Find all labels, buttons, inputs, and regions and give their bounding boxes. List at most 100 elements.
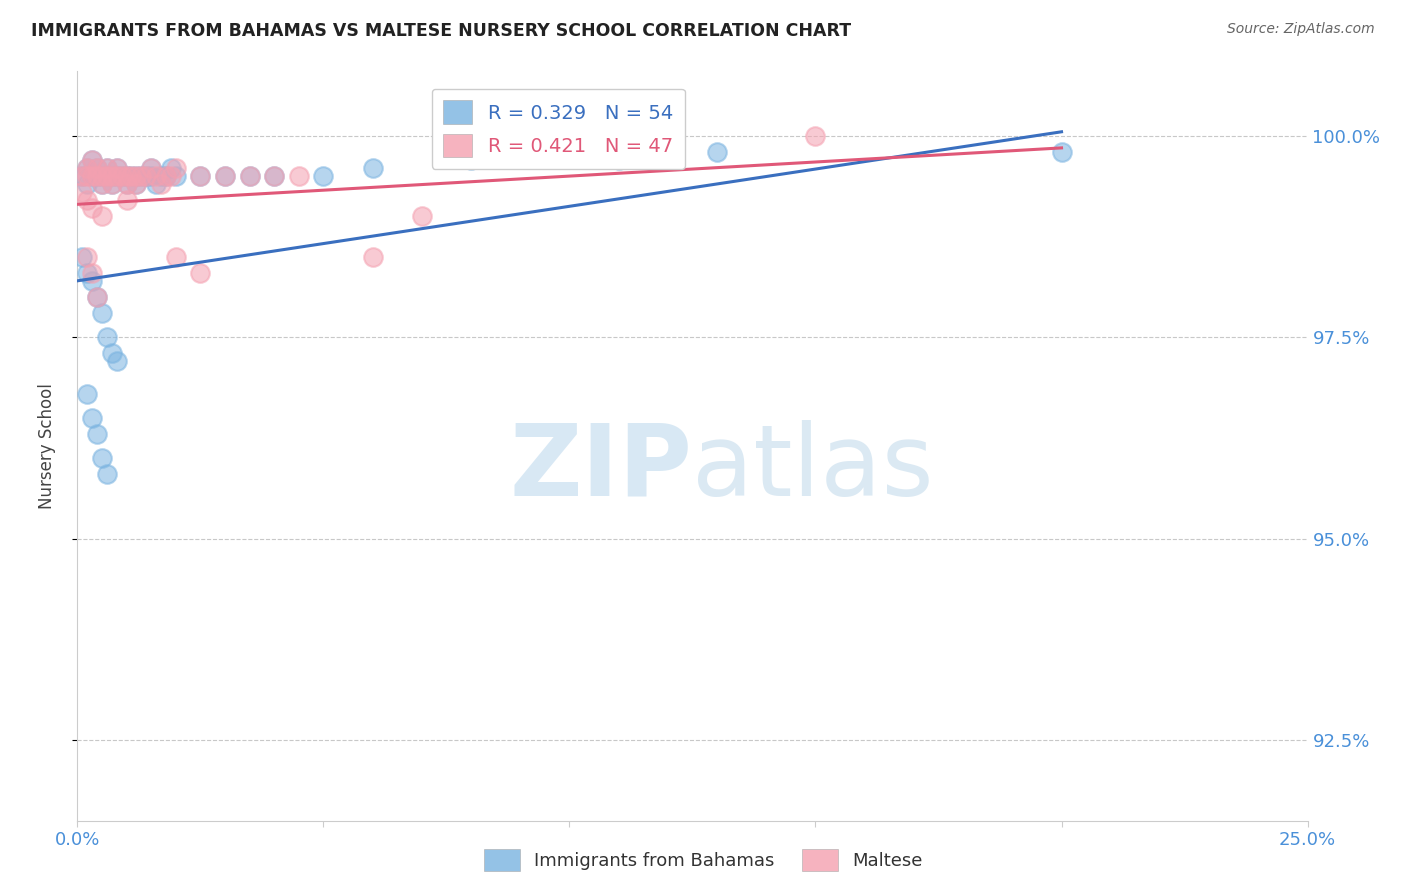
Point xyxy=(111,169,132,183)
Point xyxy=(70,185,93,199)
Text: Source: ZipAtlas.com: Source: ZipAtlas.com xyxy=(1227,22,1375,37)
Legend: Immigrants from Bahamas, Maltese: Immigrants from Bahamas, Maltese xyxy=(477,842,929,879)
Point xyxy=(188,169,212,183)
Point xyxy=(86,426,108,441)
Point xyxy=(90,169,114,183)
Point xyxy=(82,153,104,167)
Point xyxy=(82,169,104,183)
Point xyxy=(129,169,153,183)
Point xyxy=(101,177,124,191)
Point xyxy=(90,169,114,183)
Point xyxy=(90,306,114,320)
Point xyxy=(160,161,183,175)
Point xyxy=(111,169,132,183)
Point xyxy=(90,177,114,191)
Point xyxy=(125,169,148,183)
Point xyxy=(115,177,138,191)
Point xyxy=(115,169,138,183)
Point xyxy=(150,177,173,191)
Point xyxy=(82,169,104,183)
Point xyxy=(145,169,167,183)
Point xyxy=(70,250,93,264)
Point xyxy=(105,169,128,183)
Point xyxy=(115,194,138,208)
Point xyxy=(607,153,630,167)
Point xyxy=(82,274,104,288)
Point xyxy=(312,169,335,183)
Point xyxy=(125,177,148,191)
Point xyxy=(125,169,148,183)
Point xyxy=(145,177,167,191)
Point xyxy=(76,194,98,208)
Point xyxy=(135,169,157,183)
Point xyxy=(86,290,108,304)
Point xyxy=(76,161,98,175)
Point xyxy=(121,169,143,183)
Point xyxy=(82,266,104,280)
Point xyxy=(706,145,728,159)
Point xyxy=(125,177,148,191)
Point xyxy=(76,386,98,401)
Point xyxy=(188,266,212,280)
Point xyxy=(141,169,163,183)
Point xyxy=(263,169,285,183)
Point xyxy=(141,161,163,175)
Point xyxy=(76,250,98,264)
Point xyxy=(263,169,285,183)
Point xyxy=(96,161,118,175)
Point xyxy=(76,177,98,191)
Point xyxy=(150,169,173,183)
Point xyxy=(105,169,128,183)
Point xyxy=(82,153,104,167)
Point xyxy=(155,169,177,183)
Point xyxy=(96,161,118,175)
Point xyxy=(82,202,104,216)
Point xyxy=(101,169,124,183)
Point xyxy=(115,169,138,183)
Point xyxy=(115,177,138,191)
Point xyxy=(160,169,183,183)
Text: ZIP: ZIP xyxy=(509,420,693,517)
Text: IMMIGRANTS FROM BAHAMAS VS MALTESE NURSERY SCHOOL CORRELATION CHART: IMMIGRANTS FROM BAHAMAS VS MALTESE NURSE… xyxy=(31,22,851,40)
Point xyxy=(76,266,98,280)
Point xyxy=(165,161,187,175)
Point xyxy=(135,169,157,183)
Point xyxy=(101,346,124,360)
Point xyxy=(155,169,177,183)
Point xyxy=(82,410,104,425)
Point xyxy=(90,177,114,191)
Point xyxy=(96,330,118,344)
Point xyxy=(121,169,143,183)
Point xyxy=(239,169,262,183)
Point xyxy=(460,153,482,167)
Point xyxy=(76,161,98,175)
Point xyxy=(90,451,114,466)
Point xyxy=(105,161,128,175)
Point xyxy=(105,161,128,175)
Point xyxy=(239,169,262,183)
Point xyxy=(288,169,311,183)
Point xyxy=(1050,145,1073,159)
Point xyxy=(214,169,236,183)
Point xyxy=(86,169,108,183)
Point xyxy=(86,169,108,183)
Point xyxy=(86,161,108,175)
Point xyxy=(70,169,93,183)
Point xyxy=(90,210,114,224)
Point xyxy=(96,169,118,183)
Point xyxy=(411,210,433,224)
Text: atlas: atlas xyxy=(693,420,934,517)
Point xyxy=(101,169,124,183)
Point xyxy=(804,128,827,143)
Point xyxy=(129,169,153,183)
Point xyxy=(86,290,108,304)
Point xyxy=(361,250,384,264)
Point xyxy=(96,467,118,482)
Legend: R = 0.329   N = 54, R = 0.421   N = 47: R = 0.329 N = 54, R = 0.421 N = 47 xyxy=(432,88,685,169)
Point xyxy=(361,161,384,175)
Point xyxy=(141,161,163,175)
Point xyxy=(214,169,236,183)
Point xyxy=(165,169,187,183)
Point xyxy=(76,169,98,183)
Point xyxy=(165,250,187,264)
